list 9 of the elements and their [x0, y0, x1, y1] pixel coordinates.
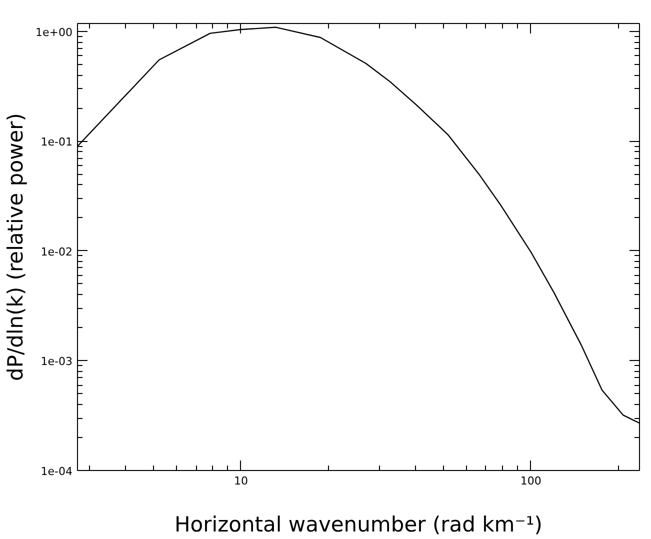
- y-tick-label: 1e-04: [40, 465, 72, 478]
- y-tick-label: 1e-02: [40, 245, 72, 258]
- y-tick-label: 1e-03: [40, 355, 72, 368]
- x-tick-label: 100: [520, 474, 542, 488]
- y-axis-title: dP/dln(k) (relative power): [4, 113, 28, 381]
- x-axis-title: Horizontal wavenumber (rad km⁻¹): [174, 512, 542, 536]
- x-tick-label: 10: [234, 474, 248, 488]
- y-tick-label: 1e+00: [36, 26, 73, 39]
- y-tick-label: 1e-01: [40, 136, 72, 149]
